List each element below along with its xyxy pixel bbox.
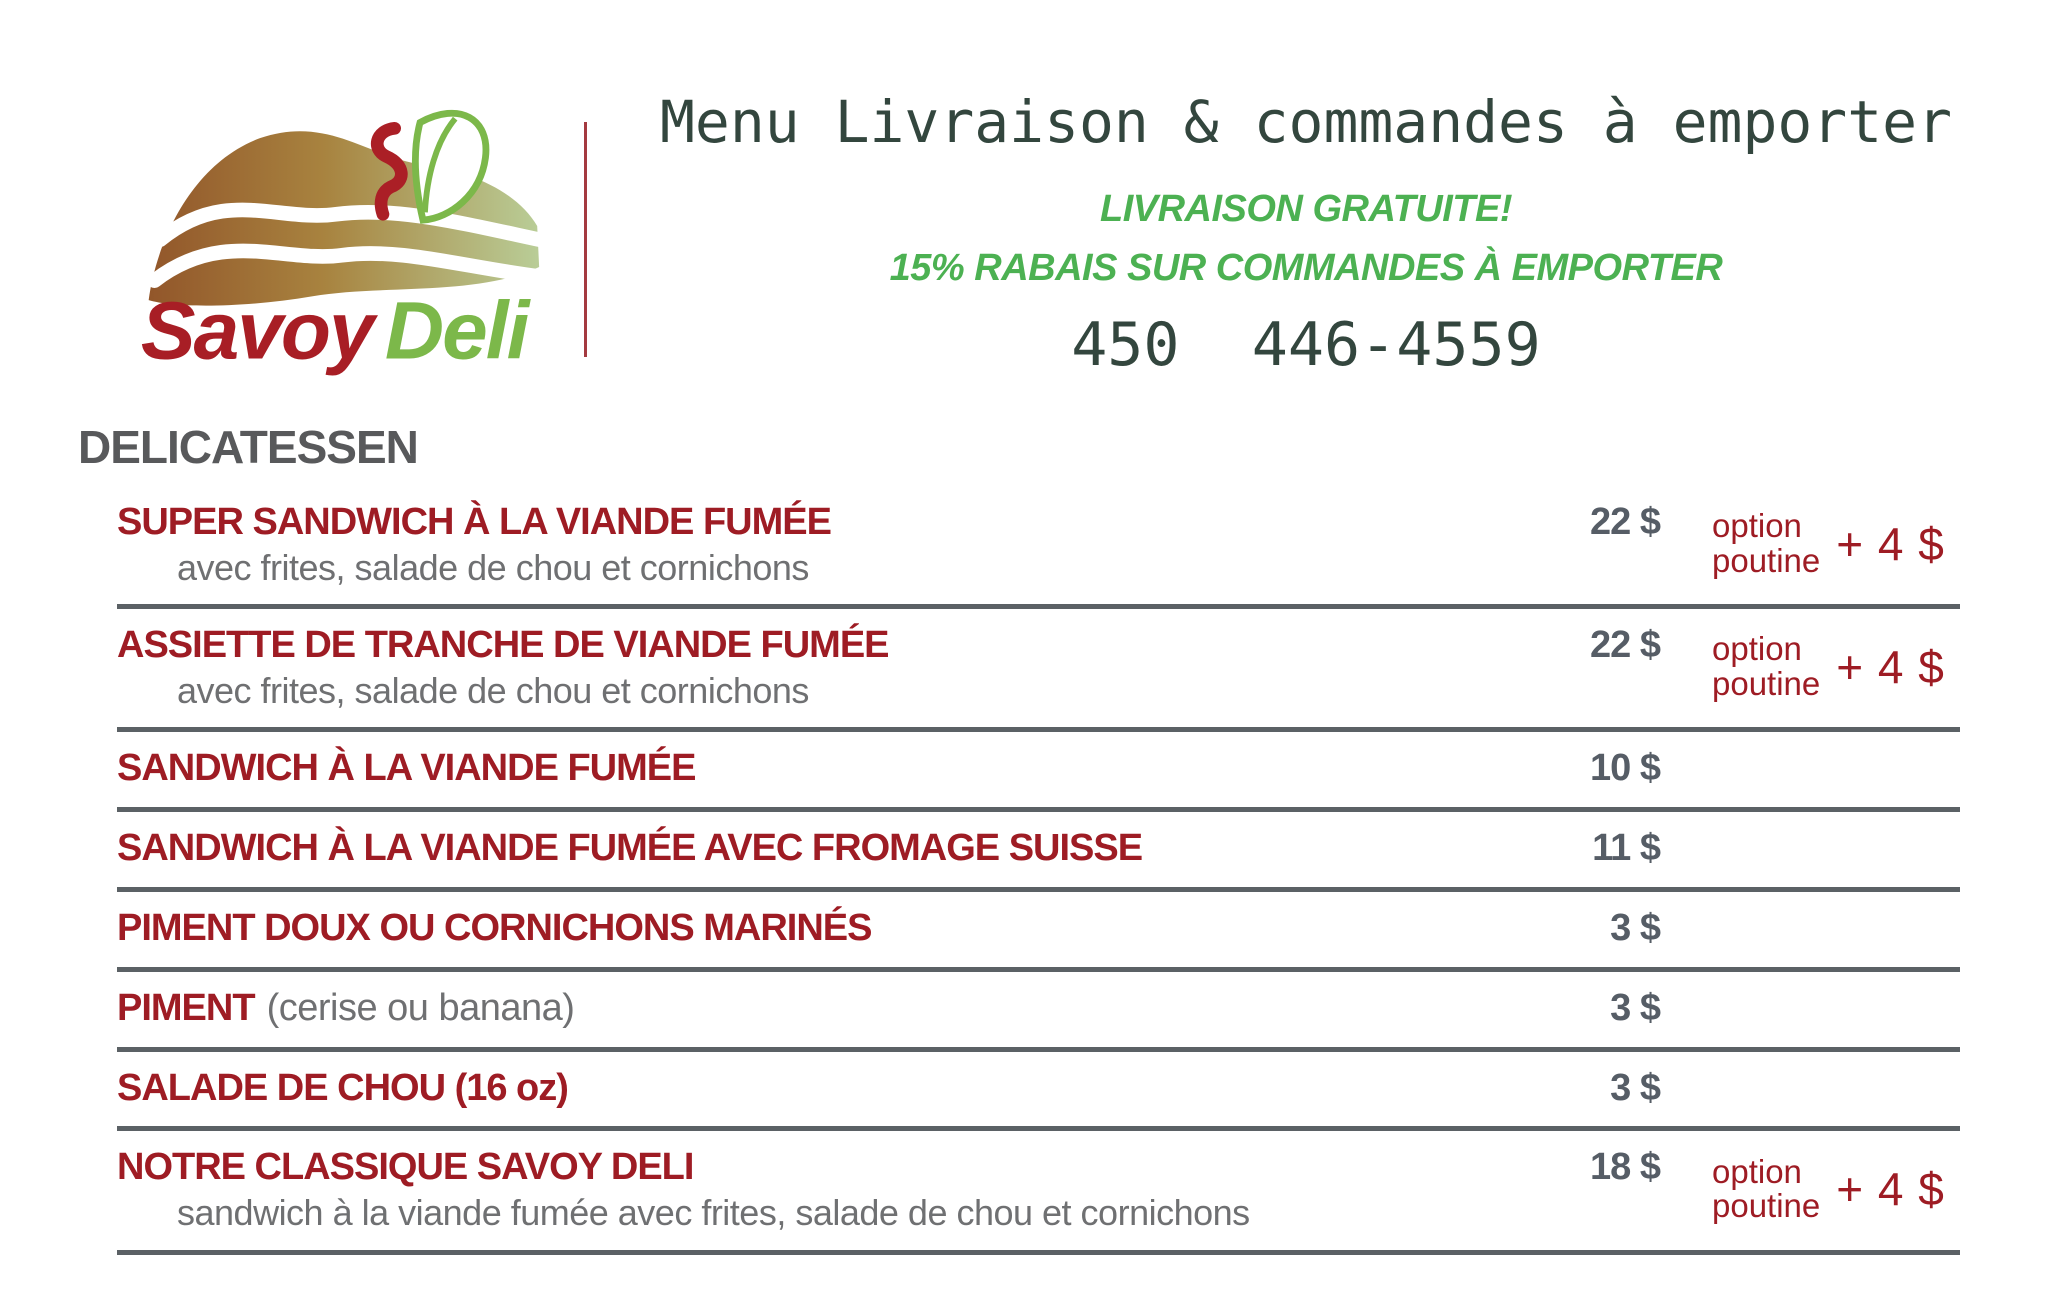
option-label-line2: poutine (1712, 665, 1821, 703)
menu-item-text: SALADE DE CHOU (16 oz) (117, 1066, 1510, 1111)
option-label-line2: poutine (1712, 1187, 1821, 1225)
leaf-d-icon (412, 109, 490, 224)
menu-item-name: SUPER SANDWICH À LA VIANDE FUMÉE (117, 501, 832, 543)
promo-takeout-discount: 15% RABAIS SUR COMMANDES À EMPORTER (889, 247, 1723, 289)
option-extra-price: + 4 $ (1836, 518, 1945, 571)
header-divider-rule (584, 122, 587, 357)
menu-item-price: 3 $ (1610, 1066, 1661, 1109)
option-poutine-label: option poutine (1712, 630, 1821, 703)
menu-item-poutine-option: option poutine + 4 $ (1660, 1152, 1960, 1225)
menu-item-text: ASSIETTE DE TRANCHE DE VIANDE FUMÉE avec… (117, 623, 1510, 711)
option-label-line1: option (1712, 630, 1802, 668)
header: Menu Livraison & commandes à emporter LI… (600, 88, 2012, 380)
option-extra-price: + 4 $ (1836, 641, 1945, 694)
menu-item-description: avec frites, salade de chou et cornichon… (177, 669, 809, 711)
menu-item-price: 3 $ (1610, 906, 1661, 949)
menu-item-row: NOTRE CLASSIQUE SAVOY DELI sandwich à la… (117, 1131, 1960, 1255)
menu-item-name: PIMENT DOUX OU CORNICHONS MARINÉS (117, 906, 872, 949)
option-poutine-label: option poutine (1712, 507, 1821, 580)
menu-item-name-line: ASSIETTE DE TRANCHE DE VIANDE FUMÉE (117, 623, 1510, 668)
section-title-delicatessen: DELICATESSEN (78, 421, 419, 473)
menu-item-name-line: SANDWICH À LA VIANDE FUMÉE AVEC FROMAGE … (117, 826, 1510, 871)
menu-item-text: NOTRE CLASSIQUE SAVOY DELI sandwich à la… (117, 1145, 1510, 1233)
menu-item-text: PIMENT (cerise ou banana) (117, 986, 1510, 1031)
menu-item-price: 11 $ (1592, 827, 1661, 870)
option-extra-price: + 4 $ (1836, 1163, 1945, 1216)
menu-item-poutine-option: option poutine + 4 $ (1660, 507, 1960, 580)
menu-item-name-line: NOTRE CLASSIQUE SAVOY DELI (117, 1145, 1510, 1190)
option-poutine-label: option poutine (1712, 1152, 1821, 1225)
menu-item-note: (cerise ou banana) (266, 986, 575, 1029)
menu-item-name: SALADE DE CHOU (16 oz) (117, 1066, 569, 1109)
menu-item-text: SUPER SANDWICH À LA VIANDE FUMÉE avec fr… (117, 500, 1510, 588)
stem-s-icon (370, 122, 408, 221)
menu-item-name: NOTRE CLASSIQUE SAVOY DELI (117, 1146, 694, 1189)
menu-item-price: 22 $ (1590, 501, 1661, 543)
option-label-line2: poutine (1712, 542, 1821, 580)
menu-item-description: avec frites, salade de chou et cornichon… (177, 546, 809, 588)
phone-number: 450 446-4559 (1071, 310, 1541, 380)
option-label-line1: option (1712, 1152, 1802, 1190)
menu-item-description: sandwich à la viande fumée avec frites, … (177, 1192, 1250, 1234)
promo-free-delivery: LIVRAISON GRATUITE! (1099, 188, 1513, 230)
logo-text-deli: Deli (385, 286, 532, 377)
menu-item-poutine-option: option poutine + 4 $ (1660, 630, 1960, 703)
menu-item-name: PIMENT (117, 986, 256, 1029)
menu-item-name-line: SANDWICH À LA VIANDE FUMÉE (117, 746, 1510, 791)
menu-item-name-line: SALADE DE CHOU (16 oz) (117, 1066, 1510, 1111)
menu-item-row: SALADE DE CHOU (16 oz) 3 $ (117, 1052, 1960, 1132)
menu-item-row: PIMENT DOUX OU CORNICHONS MARINÉS 3 $ (117, 892, 1960, 972)
menu-item-row: SUPER SANDWICH À LA VIANDE FUMÉE avec fr… (117, 486, 1960, 610)
page-title: Menu Livraison & commandes à emporter (659, 88, 1952, 156)
menu-item-price: 10 $ (1590, 747, 1661, 790)
menu-item-text: SANDWICH À LA VIANDE FUMÉE AVEC FROMAGE … (117, 826, 1510, 871)
menu-item-row: ASSIETTE DE TRANCHE DE VIANDE FUMÉE avec… (117, 609, 1960, 733)
brand-logo: Savoy Deli (135, 70, 549, 380)
menu-item-name-line: PIMENT DOUX OU CORNICHONS MARINÉS (117, 906, 1510, 951)
menu-item-text: PIMENT DOUX OU CORNICHONS MARINÉS (117, 906, 1510, 951)
logo-text-savoy: Savoy (141, 286, 379, 377)
menu-item-price: 18 $ (1590, 1146, 1661, 1189)
menu-item-price: 22 $ (1590, 624, 1661, 667)
menu-item-row: SANDWICH À LA VIANDE FUMÉE AVEC FROMAGE … (117, 812, 1960, 892)
menu-item-row: SANDWICH À LA VIANDE FUMÉE 10 $ (117, 732, 1960, 813)
menu-item-name: SANDWICH À LA VIANDE FUMÉE (117, 747, 696, 790)
menu-item-price: 3 $ (1610, 986, 1661, 1029)
menu-item-name-line: SUPER SANDWICH À LA VIANDE FUMÉE (117, 500, 1510, 545)
menu-item-text: SANDWICH À LA VIANDE FUMÉE (117, 746, 1510, 791)
option-label-line1: option (1712, 507, 1802, 545)
menu-item-name: SANDWICH À LA VIANDE FUMÉE AVEC FROMAGE … (117, 827, 1143, 870)
menu-item-row: PIMENT (cerise ou banana) 3 $ (117, 972, 1960, 1052)
savoy-deli-logo-graphic: Savoy Deli (141, 109, 549, 377)
menu-item-name-line: PIMENT (cerise ou banana) (117, 986, 1510, 1031)
menu-item-name: ASSIETTE DE TRANCHE DE VIANDE FUMÉE (117, 624, 890, 667)
menu-item-list: SUPER SANDWICH À LA VIANDE FUMÉE avec fr… (117, 486, 1960, 1255)
